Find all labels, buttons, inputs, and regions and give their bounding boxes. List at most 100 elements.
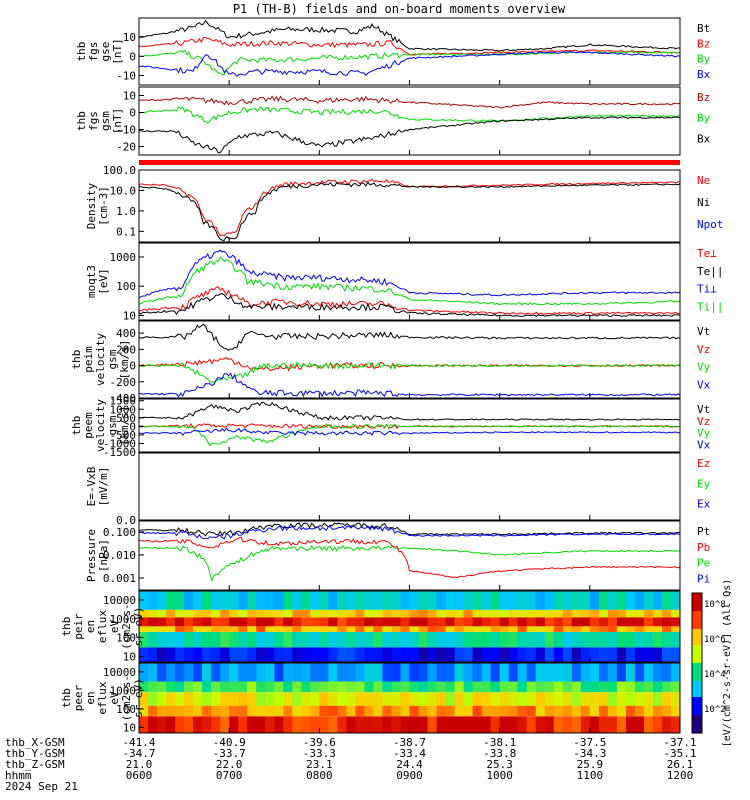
spectrogram-cell xyxy=(247,617,257,627)
spectrogram-cell xyxy=(571,609,582,618)
spectrogram-cell xyxy=(364,716,374,733)
y-axis-label: velocity xyxy=(94,399,107,452)
y-axis-label: [mV/m] xyxy=(97,467,110,507)
spectrogram-cell xyxy=(526,663,537,682)
spectrogram-cell xyxy=(553,716,564,733)
spectrogram-cell xyxy=(400,631,410,648)
spectrogram-cell xyxy=(454,647,465,662)
spectrogram-cell xyxy=(490,647,501,662)
spectrogram-cell xyxy=(256,663,266,682)
spectrogram-cell xyxy=(517,647,528,662)
spectrogram-cell xyxy=(409,716,419,733)
spectrogram-cell xyxy=(580,692,591,706)
spectrogram-cell xyxy=(148,609,158,618)
colorbar-cell xyxy=(692,707,702,710)
y-tick-label: 0 xyxy=(129,107,136,120)
colorbar-cell xyxy=(692,723,702,726)
spectrogram-cell xyxy=(607,692,618,706)
spectrogram-cell xyxy=(211,692,221,706)
colorbar-cell xyxy=(692,671,702,674)
spectrogram-cell xyxy=(337,647,347,662)
spectrogram-cell xyxy=(544,591,555,610)
spectrogram-cell xyxy=(355,681,365,693)
spectrogram-cell xyxy=(202,609,212,618)
spectrogram-cell xyxy=(283,692,293,706)
legend-entry: Vz xyxy=(697,343,710,356)
spectrogram-cell xyxy=(598,705,609,717)
spectrogram-cell xyxy=(580,609,591,618)
spectrogram-cell xyxy=(662,609,672,618)
spectrogram-cell xyxy=(148,663,158,682)
spectrogram-cell xyxy=(382,617,392,627)
colorbar: 10^8 10^6 10^4 10^2[eV/(cm^2-s-sr-eV)] (All… xyxy=(691,579,733,747)
spectrogram-cell xyxy=(553,647,564,662)
spectrogram-cell xyxy=(643,631,654,648)
legend-entry: Ex xyxy=(697,498,711,511)
colorbar-cell xyxy=(692,695,702,698)
spectrogram-cell xyxy=(166,681,176,693)
spectrogram-cell xyxy=(247,716,257,733)
spectrogram-cell xyxy=(364,663,374,682)
spectrogram-cell xyxy=(481,663,492,682)
y-axis-label: [km/s] xyxy=(118,406,131,446)
legend-entry: Ey xyxy=(697,477,711,490)
spectrogram-cell xyxy=(220,609,230,618)
x-row-value: 0900 xyxy=(396,769,423,782)
spectrogram-cell xyxy=(166,705,176,717)
spectrogram-cell xyxy=(364,609,374,618)
legend-entry: Ti⊥ xyxy=(697,283,717,296)
colorbar-cell xyxy=(692,713,702,716)
colorbar-cell xyxy=(692,729,702,732)
y-tick-label: 10 xyxy=(123,721,136,734)
series-line-Vt xyxy=(138,401,680,421)
spectrogram-cell xyxy=(139,705,149,717)
legend-entry: Ni xyxy=(697,196,710,209)
y-axis-label: peer xyxy=(72,684,85,711)
spectrogram-cell xyxy=(562,681,573,693)
colorbar-cell xyxy=(692,631,702,634)
colorbar-cell xyxy=(692,627,702,630)
spectrogram-cell xyxy=(238,591,248,610)
spectrogram-cell xyxy=(490,609,501,618)
spectrogram-cell xyxy=(310,591,320,610)
spectrogram-cell xyxy=(472,647,483,662)
spectrogram-cell xyxy=(265,591,275,610)
spectrogram-cell xyxy=(580,591,591,610)
series-line-Te⊥ xyxy=(138,286,681,315)
legend-entry: Bt xyxy=(697,22,710,35)
spectrogram-cell xyxy=(328,631,338,648)
spectrogram-cell xyxy=(490,617,501,627)
y-axis-label: sr-eV) xyxy=(132,678,145,718)
spectrogram-cell xyxy=(625,647,636,662)
x-row-value: 21.0 xyxy=(126,758,153,771)
legend-entry: Vy xyxy=(697,427,711,440)
spectrogram-cell xyxy=(616,591,627,610)
spectrogram-cell xyxy=(373,647,383,662)
spectrogram-cell xyxy=(184,705,194,717)
spectrogram-cell xyxy=(400,591,410,610)
spectrogram-cell xyxy=(418,663,428,682)
legend-entry: Vx xyxy=(697,378,711,391)
spectrogram-cell xyxy=(409,692,419,706)
spectrogram-cell xyxy=(328,617,338,627)
spectrogram-cell xyxy=(427,591,437,610)
spectrogram-cell xyxy=(544,692,555,706)
spectrogram-cell xyxy=(373,609,383,618)
spectrogram-cell xyxy=(301,617,311,627)
spectrogram-cell xyxy=(490,716,501,733)
spectrogram-cell xyxy=(662,705,672,717)
spectrogram-cell xyxy=(598,617,609,627)
spectrogram-cell xyxy=(544,681,555,693)
spectrogram-cell xyxy=(517,681,528,693)
colorbar-cell xyxy=(692,601,702,604)
spectrogram-cell xyxy=(256,631,266,648)
spectrogram-cell xyxy=(481,626,492,632)
spectrogram-cell xyxy=(625,681,636,693)
spectrogram-cell xyxy=(580,716,591,733)
spectrogram-cell xyxy=(220,681,230,693)
spectrogram-cell xyxy=(175,663,185,682)
spectrogram-cell xyxy=(671,692,681,706)
spectrogram-cell xyxy=(544,609,555,618)
spectrogram-cell xyxy=(220,647,230,662)
spectrogram-cell xyxy=(580,626,591,632)
